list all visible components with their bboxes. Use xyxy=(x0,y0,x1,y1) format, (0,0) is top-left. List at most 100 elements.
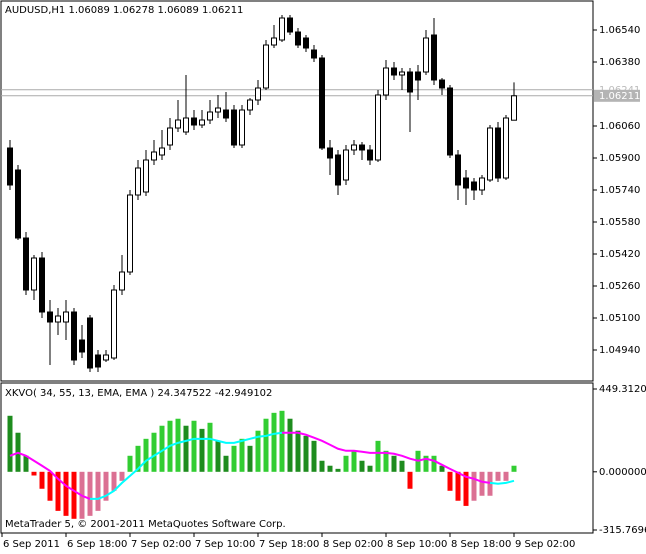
histogram-bar xyxy=(119,471,125,481)
candle-body xyxy=(79,339,85,353)
histogram-bar xyxy=(287,418,293,472)
x-tick-label: 7 Sep 18:00 xyxy=(259,539,319,550)
candle-body xyxy=(503,117,509,179)
histogram-bar xyxy=(311,440,317,472)
indicator-title: XKVO( 34, 55, 13, EMA, EMA ) 24.347522 -… xyxy=(5,388,272,399)
x-tick-label: 7 Sep 10:00 xyxy=(195,539,255,550)
footer: MetaTrader 5, © 2001-2011 MetaQuotes Sof… xyxy=(5,519,286,530)
candle-body xyxy=(191,117,197,126)
histogram-bar xyxy=(303,435,309,472)
histogram-bar xyxy=(247,445,253,472)
histogram-bar xyxy=(295,430,301,472)
candle-body xyxy=(55,315,61,323)
y-tick-label: 1.05260 xyxy=(599,281,640,292)
candle-body xyxy=(511,95,517,121)
candle-body xyxy=(303,37,309,49)
candle-body xyxy=(95,354,101,368)
candle-body xyxy=(407,71,413,93)
histogram-bar xyxy=(367,465,373,472)
histogram-bar xyxy=(55,471,61,511)
x-tick-label: 6 Sep 18:00 xyxy=(67,539,127,550)
candle-body xyxy=(39,257,45,313)
histogram-bar xyxy=(47,471,53,501)
candle-body xyxy=(279,17,285,41)
y-tick-label: 1.05420 xyxy=(599,249,640,260)
y-tick-label: 1.05580 xyxy=(599,217,640,228)
candle-body xyxy=(231,109,237,146)
histogram-bar xyxy=(455,471,461,501)
x-tick-label: 9 Sep 02:00 xyxy=(515,539,575,550)
histogram-bar xyxy=(23,455,29,472)
candle-body xyxy=(159,147,165,156)
signal-line xyxy=(282,431,491,484)
histogram-bar xyxy=(471,471,477,501)
histogram-bar xyxy=(239,438,245,472)
histogram-bar xyxy=(135,445,141,472)
candle-body xyxy=(111,289,117,359)
candle-body xyxy=(383,67,389,96)
histogram-bar xyxy=(343,455,349,472)
candle-body xyxy=(167,127,173,146)
candle-body xyxy=(327,147,333,159)
histogram-bar xyxy=(111,471,117,491)
candle-body xyxy=(399,71,405,76)
candle-body xyxy=(63,311,69,323)
histogram-bar xyxy=(351,450,357,472)
candle-body xyxy=(119,271,125,291)
histogram-bar xyxy=(399,460,405,472)
histogram-bar xyxy=(143,438,149,472)
candle-body xyxy=(343,149,349,181)
x-tick-label: 7 Sep 02:00 xyxy=(131,539,191,550)
chart-title: AUDUSD,H1 1.06089 1.06278 1.06089 1.0621… xyxy=(5,5,243,16)
candle-body xyxy=(391,67,397,76)
candle-body xyxy=(247,99,253,111)
histogram-bar xyxy=(495,471,501,481)
candle-body xyxy=(103,354,109,361)
histogram-bar xyxy=(431,455,437,472)
histogram-bar xyxy=(503,471,509,481)
candle-body xyxy=(447,87,453,156)
histogram-bar xyxy=(63,471,69,516)
histogram-bar xyxy=(191,420,197,472)
candle-body xyxy=(359,144,365,151)
y-tick-label: 1.06060 xyxy=(599,121,640,132)
candle-body xyxy=(295,31,301,46)
candle-body xyxy=(255,87,261,101)
signal-line xyxy=(489,479,515,485)
histogram-bar xyxy=(159,425,165,472)
signal-line xyxy=(9,451,91,500)
histogram-bar xyxy=(71,471,77,519)
candle-body xyxy=(335,154,341,186)
signal-line xyxy=(90,431,283,500)
x-tick-label: 6 Sep 2011 xyxy=(3,539,60,550)
histogram-bar xyxy=(39,471,45,489)
candle-body xyxy=(15,169,21,239)
y-tick-label: 1.05100 xyxy=(599,313,640,324)
candle-body xyxy=(87,317,93,369)
y-tick-label: 1.05900 xyxy=(599,153,640,164)
candle-body xyxy=(479,177,485,191)
candle-body xyxy=(215,107,221,113)
histogram-bar xyxy=(271,412,277,472)
candle-body xyxy=(239,109,245,146)
candle-body xyxy=(375,94,381,161)
candle-body xyxy=(31,257,37,291)
histogram-bar xyxy=(207,422,213,472)
histogram-bar xyxy=(95,471,101,511)
histogram-bar xyxy=(327,465,333,472)
histogram-bar xyxy=(263,418,269,472)
candle-body xyxy=(199,119,205,126)
histogram-bar xyxy=(151,432,157,472)
histogram-bar xyxy=(439,465,445,472)
histogram-bar xyxy=(407,471,413,489)
candle-body xyxy=(127,194,133,273)
histogram-bar xyxy=(319,460,325,472)
histogram-bar xyxy=(215,440,221,472)
histogram-bar xyxy=(391,455,397,472)
histogram-bar xyxy=(127,455,133,472)
candle-body xyxy=(135,167,141,196)
candle-body xyxy=(7,147,13,186)
y-tick-label: 1.06380 xyxy=(599,57,640,68)
candle-body xyxy=(151,151,157,161)
